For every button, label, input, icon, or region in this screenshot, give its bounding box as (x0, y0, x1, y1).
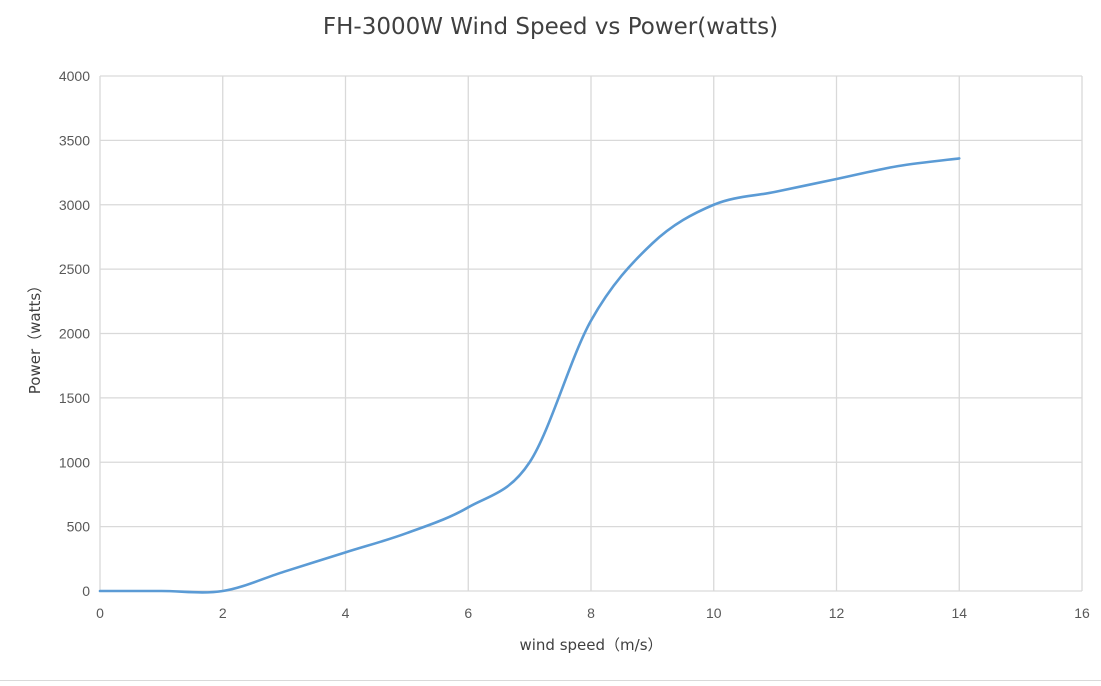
y-tick-label: 4000 (59, 68, 90, 84)
tick-labels: 0 500 1000 1500 2000 2500 3000 3500 4000 0 2 4 6 8 10 1… (59, 68, 1090, 621)
y-tick-label: 3500 (59, 132, 90, 148)
x-tick-label: 6 (464, 605, 472, 621)
x-tick-label: 10 (706, 605, 722, 621)
bottom-border (0, 680, 1101, 686)
chart-title: FH-3000W Wind Speed vs Power(watts) (322, 14, 779, 40)
x-tick-label: 2 (219, 605, 227, 621)
x-tick-label: 12 (829, 605, 845, 621)
x-tick-label: 8 (587, 605, 595, 621)
gridlines (99, 75, 1083, 592)
x-axis-title: wind speed（m/s） (519, 636, 663, 654)
y-tick-label: 1500 (59, 390, 90, 406)
y-tick-label: 2500 (59, 261, 90, 277)
x-tick-label: 4 (342, 605, 350, 621)
y-axis-title: Power（watts） (26, 277, 44, 395)
y-tick-label: 500 (67, 519, 91, 535)
y-tick-label: 0 (82, 583, 90, 599)
y-tick-label: 2000 (59, 326, 90, 342)
x-tick-label: 16 (1074, 605, 1090, 621)
y-tick-label: 1000 (59, 454, 90, 470)
series-line-power (98, 157, 961, 594)
x-tick-label: 14 (951, 605, 967, 621)
y-tick-label: 3000 (59, 197, 90, 213)
series-layer (98, 157, 961, 594)
x-tick-label: 0 (96, 605, 104, 621)
